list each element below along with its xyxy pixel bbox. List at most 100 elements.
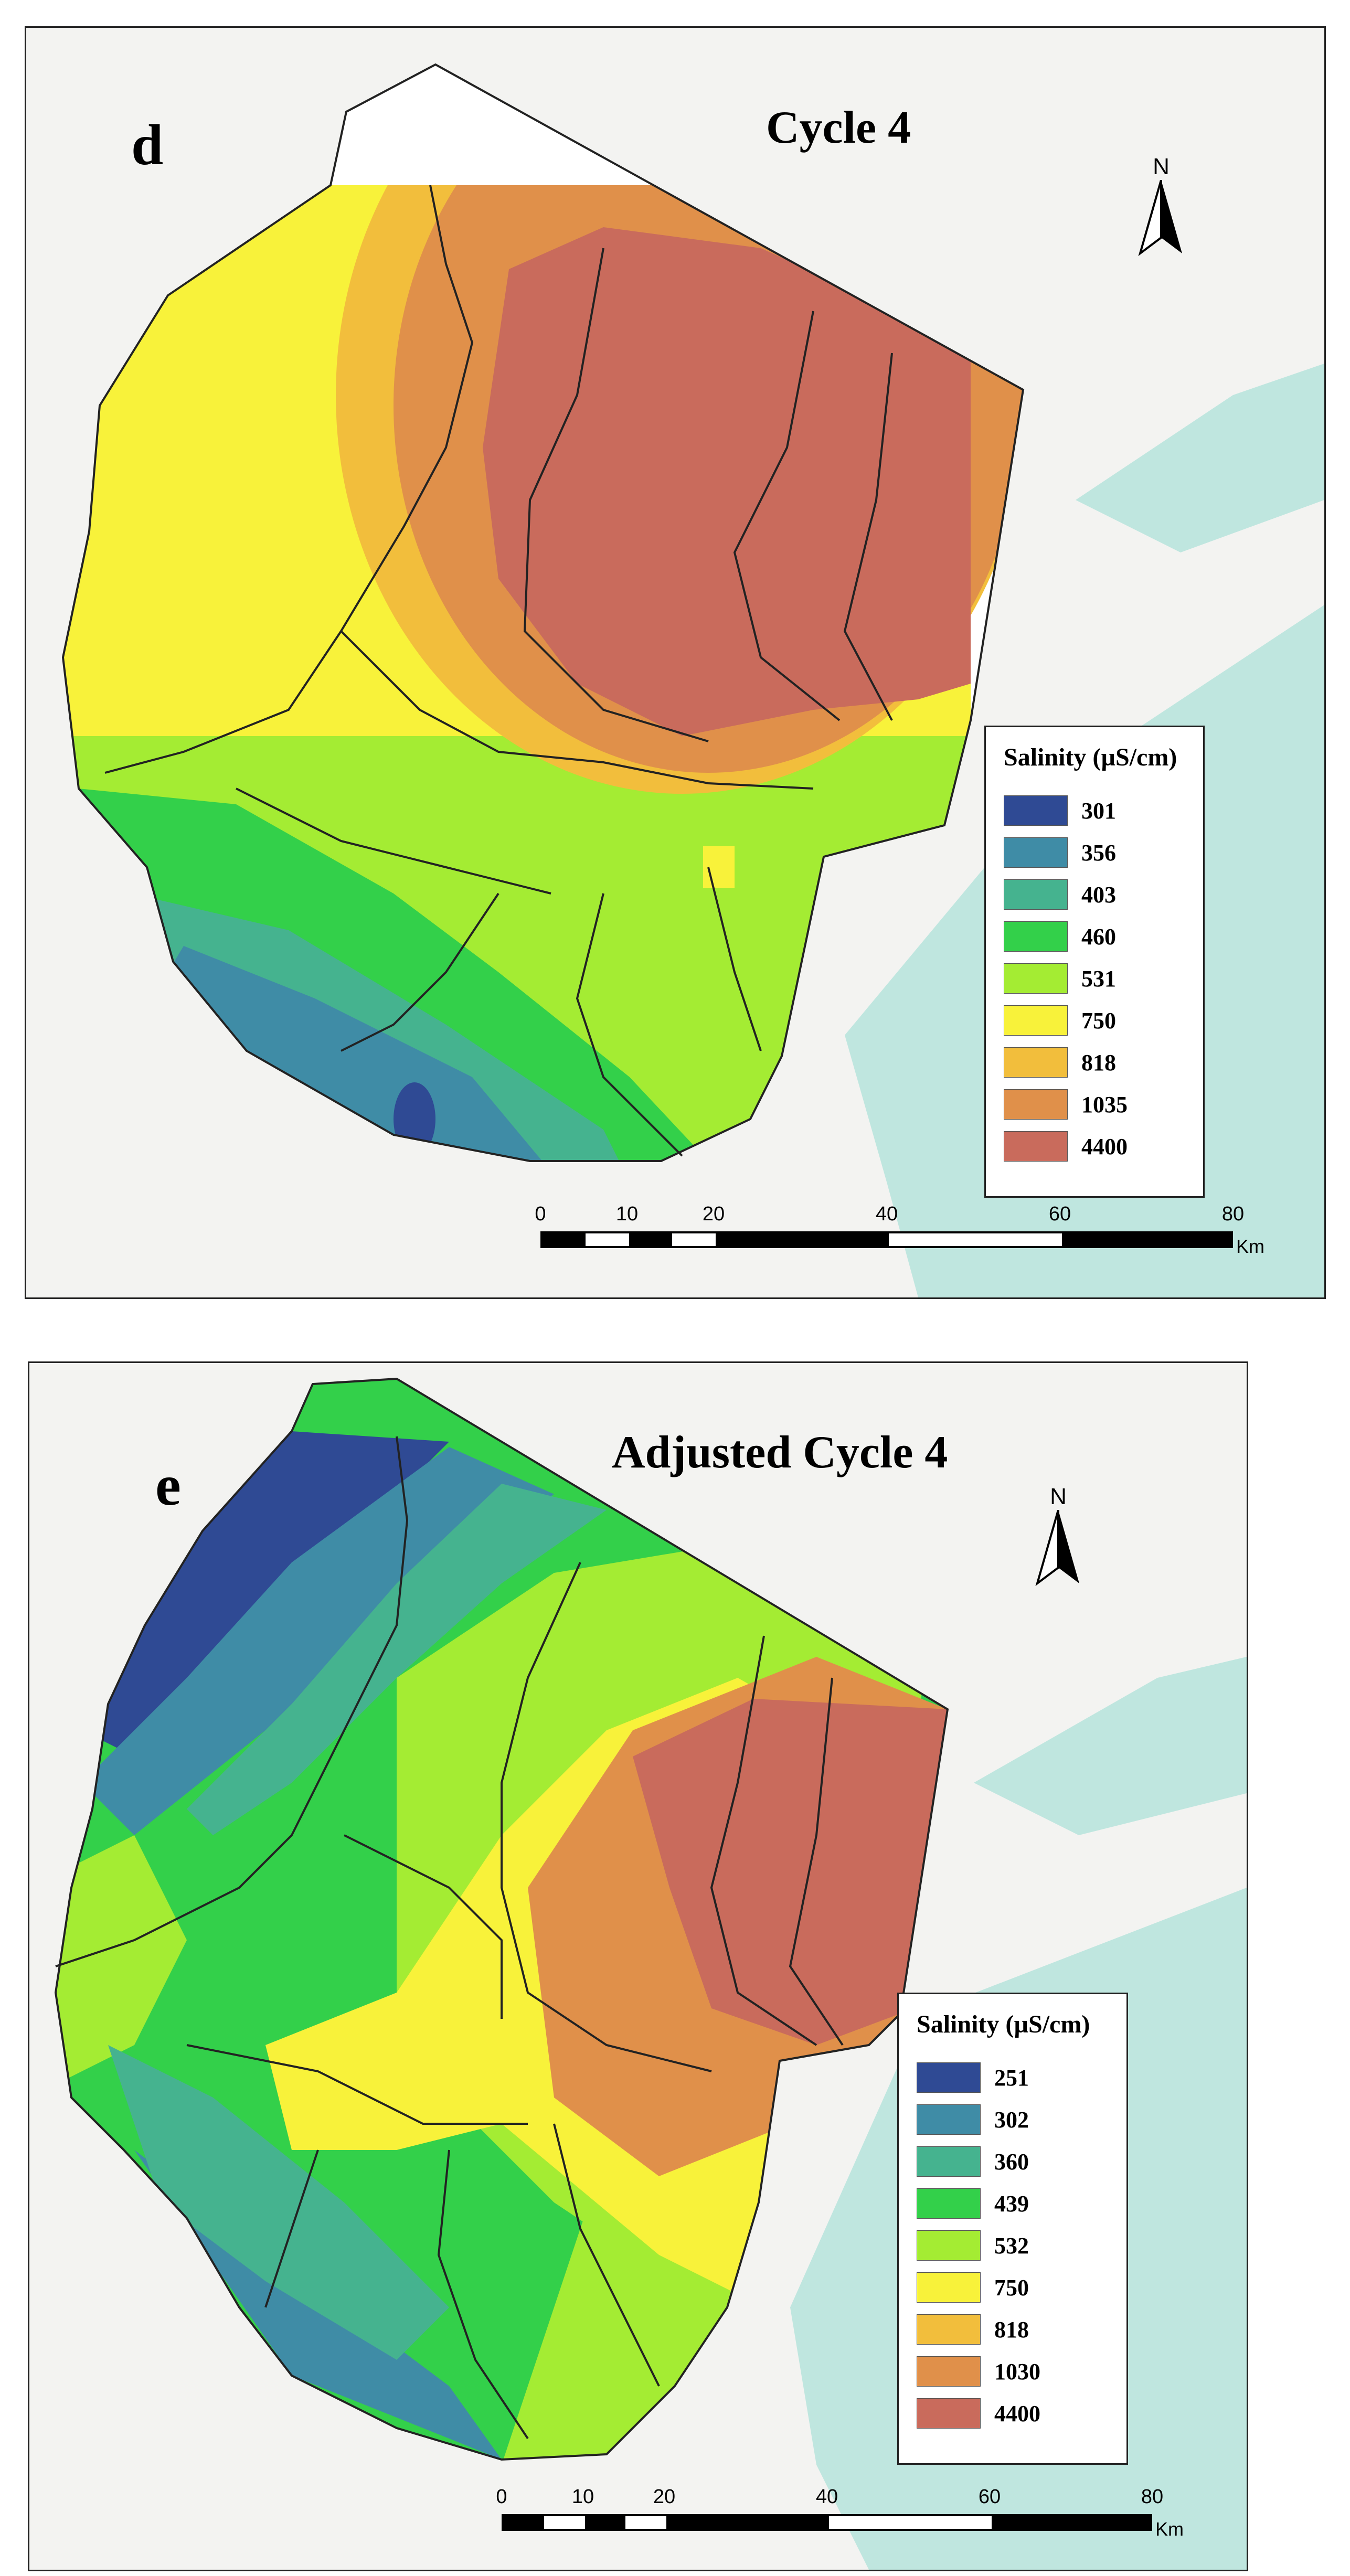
- legend-swatch: [1004, 1005, 1068, 1036]
- legend-swatch: [1004, 1047, 1068, 1078]
- legend-item: 403: [1004, 874, 1185, 916]
- legend-swatch: [1004, 1089, 1068, 1120]
- legend-label: 439: [994, 2190, 1029, 2217]
- north-arrow: N: [1138, 154, 1185, 261]
- legend-swatch: [917, 2272, 981, 2303]
- scale-bar: 0 10 20 40 60 80 Km: [496, 2486, 1199, 2543]
- legend-label: 1035: [1081, 1091, 1128, 1117]
- legend-item: 750: [1004, 999, 1185, 1041]
- legend-swatch: [1004, 795, 1068, 826]
- salinity-map-e: [54, 1377, 1247, 2570]
- legend-label: 4400: [1081, 1133, 1128, 1159]
- legend-swatch: [917, 2398, 981, 2429]
- legend-item: 4400: [1004, 1125, 1185, 1167]
- legend-label: 302: [994, 2106, 1029, 2133]
- legend-label: 4400: [994, 2400, 1040, 2426]
- legend-item: 360: [917, 2141, 1109, 2183]
- legend-label: 750: [994, 2274, 1029, 2301]
- zone-301: [394, 1082, 435, 1156]
- legend-swatch: [917, 2062, 981, 2093]
- legend-label: 251: [994, 2064, 1029, 2091]
- scale-bar-graphic: [540, 1231, 1233, 1248]
- legend-label: 460: [1081, 923, 1116, 950]
- legend-swatch: [1004, 837, 1068, 868]
- zone-4400: [483, 227, 971, 736]
- scale-tick: 10: [615, 1203, 639, 1225]
- legend-swatch: [917, 2356, 981, 2387]
- north-label: N: [1153, 154, 1170, 179]
- legend-label: 818: [994, 2316, 1029, 2343]
- legend-title: Salinity (µS/cm): [917, 2010, 1090, 2038]
- legend-item: 532: [917, 2224, 1109, 2266]
- salinity-map-d: [61, 63, 1324, 1297]
- legend-label: 531: [1081, 965, 1116, 992]
- legend-item: 439: [917, 2183, 1109, 2224]
- zone-302: [82, 1447, 554, 1835]
- legend-item: 1030: [917, 2350, 1109, 2392]
- legend-swatch: [917, 2230, 981, 2261]
- legend-label: 356: [1081, 839, 1116, 866]
- scale-unit: Km: [1236, 1236, 1264, 1257]
- scale-tick: 0: [496, 2486, 507, 2508]
- scale-tick: 80: [1221, 1203, 1245, 1225]
- scale-tick: 80: [1141, 2486, 1164, 2508]
- scale-unit: Km: [1155, 2518, 1184, 2540]
- legend-item: 818: [1004, 1041, 1185, 1083]
- legend-item: 531: [1004, 957, 1185, 999]
- scale-bar: 0 10 20 40 60 80 Km: [535, 1203, 1264, 1261]
- scale-tick: 10: [571, 2486, 594, 2508]
- scale-tick: 40: [815, 2486, 838, 2508]
- legend-d: Salinity (µS/cm) 301 356 403 460 531 750…: [984, 726, 1205, 1198]
- legend-item: 750: [917, 2266, 1109, 2308]
- legend-label: 360: [994, 2148, 1029, 2175]
- legend-item: 1035: [1004, 1083, 1185, 1125]
- legend-label: 1030: [994, 2358, 1040, 2385]
- legend-item: 818: [917, 2308, 1109, 2350]
- legend-label: 532: [994, 2232, 1029, 2259]
- legend-swatch: [1004, 921, 1068, 952]
- legend-swatch: [917, 2146, 981, 2177]
- north-arrow: N: [1035, 1484, 1082, 1591]
- north-label: N: [1050, 1484, 1067, 1509]
- panel-letter: d: [131, 113, 164, 177]
- north-arrow-icon: [1035, 1509, 1079, 1587]
- legend-item: 356: [1004, 832, 1185, 874]
- legend-e: Salinity (µS/cm) 251 302 360 439 532 750…: [897, 1993, 1128, 2465]
- scale-bar-graphic: [502, 2514, 1152, 2531]
- scale-tick: 0: [535, 1203, 546, 1225]
- legend-swatch: [1004, 963, 1068, 994]
- panel-title: Adjusted Cycle 4: [612, 1427, 948, 1478]
- legend-label: 403: [1081, 881, 1116, 908]
- north-arrow-icon: [1138, 179, 1182, 257]
- watershed-boundaries: [55, 1436, 844, 2440]
- legend-label: 301: [1081, 797, 1116, 824]
- legend-item: 251: [917, 2057, 1109, 2099]
- sea-area-north: [974, 1657, 1247, 1835]
- scale-tick: 20: [653, 2486, 676, 2508]
- sea-area-north: [1076, 364, 1324, 552]
- legend-item: 302: [917, 2099, 1109, 2141]
- legend-item: 460: [1004, 916, 1185, 957]
- zone-360: [108, 2045, 449, 2360]
- legend-label: 750: [1081, 1007, 1116, 1034]
- map-panel-d: d Cycle 4 N Salinity (µS/cm) 301 356 403…: [25, 26, 1326, 1299]
- scale-tick: 20: [702, 1203, 725, 1225]
- zone-4400: [633, 1699, 948, 2045]
- panel-title: Cycle 4: [766, 102, 911, 153]
- legend-swatch: [917, 2104, 981, 2135]
- panel-letter: e: [155, 1453, 181, 1517]
- legend-swatch: [1004, 1131, 1068, 1162]
- scale-tick: 60: [1048, 1203, 1071, 1225]
- legend-label: 818: [1081, 1049, 1116, 1076]
- legend-swatch: [1004, 879, 1068, 910]
- legend-item: 301: [1004, 790, 1185, 832]
- scale-tick: 60: [978, 2486, 1001, 2508]
- study-area-boundary: [61, 63, 1025, 1162]
- legend-swatch: [917, 2188, 981, 2219]
- legend-swatch: [917, 2314, 981, 2345]
- scale-tick: 40: [875, 1203, 898, 1225]
- legend-title: Salinity (µS/cm): [1004, 743, 1177, 771]
- legend-item: 4400: [917, 2392, 1109, 2434]
- map-panel-e: e Adjusted Cycle 4 N Salinity (µS/cm) 25…: [28, 1361, 1248, 2571]
- watershed-boundaries: [104, 185, 893, 1157]
